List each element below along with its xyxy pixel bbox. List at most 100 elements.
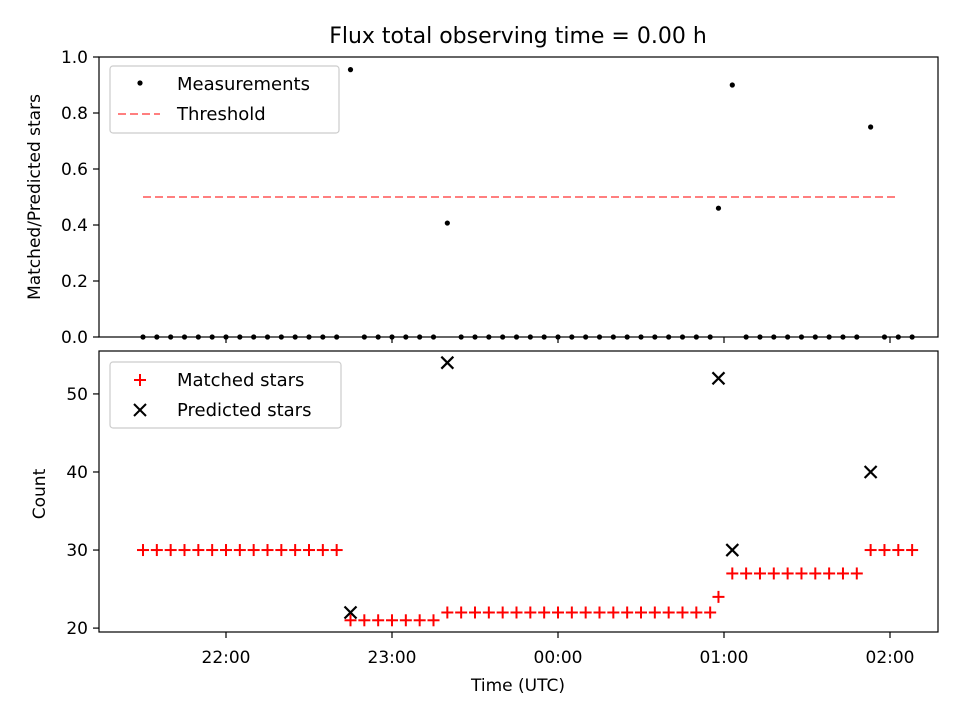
- predicted-stars-point: [725, 543, 740, 557]
- matched-stars-point: [662, 606, 675, 619]
- matched-stars-point: [524, 606, 537, 619]
- matched-stars-point: [740, 567, 753, 580]
- matched-stars-point: [178, 544, 191, 557]
- matched-stars-point: [593, 606, 606, 619]
- y-tick-label: 30: [66, 541, 88, 561]
- matched-stars-point: [906, 544, 919, 557]
- top-axes-frame: [98, 56, 939, 338]
- matched-stars-point: [303, 544, 315, 557]
- matched-stars-point: [150, 544, 163, 557]
- matched-stars-point: [137, 544, 149, 557]
- x-tick-label: 22:00: [202, 648, 251, 668]
- y-tick-label: 0.8: [61, 104, 88, 124]
- matched-stars-point: [878, 544, 891, 557]
- matched-stars-point: [261, 544, 274, 557]
- x-axis-label: Time (UTC): [470, 676, 565, 696]
- matched-stars-point: [496, 606, 509, 619]
- matched-stars-point: [247, 544, 260, 557]
- matched-stars-point: [330, 544, 343, 557]
- matched-stars-point: [233, 544, 246, 557]
- matched-stars-legend-marker: [134, 374, 146, 386]
- matched-stars-point: [220, 544, 232, 557]
- y-tick-label: 20: [66, 619, 88, 639]
- matched-stars-point: [892, 544, 905, 557]
- top-y-ticks: 0.0 0.2 0.4 0.6 0.8 1.0: [61, 48, 99, 348]
- matched-stars-point: [413, 614, 426, 627]
- measurements-legend-marker: [137, 80, 143, 86]
- bottom-legend-box: [109, 361, 342, 429]
- matched-stars-point: [607, 606, 620, 619]
- top-y-axis-label: Matched/Predicted stars: [25, 94, 45, 300]
- matched-stars-point: [823, 567, 836, 580]
- matched-stars-point: [795, 567, 808, 580]
- matched-stars-point: [164, 544, 177, 557]
- bottom-plot-area: [137, 355, 919, 627]
- predicted-stars-point: [440, 355, 455, 370]
- matched-stars-point: [809, 567, 822, 580]
- matched-stars-point: [635, 606, 647, 619]
- matched-stars-point: [455, 606, 468, 619]
- measurement-point: [715, 205, 722, 211]
- matched-stars-point: [621, 606, 634, 619]
- matched-stars-point: [704, 606, 717, 619]
- matched-stars-point: [648, 606, 661, 619]
- predicted-stars-point: [343, 605, 358, 620]
- y-tick-label: 1.0: [61, 48, 88, 68]
- matched-stars-point: [690, 606, 703, 619]
- matched-stars-point: [565, 606, 578, 619]
- matched-stars-point: [864, 544, 877, 557]
- matched-stars-point: [386, 614, 398, 627]
- matched-stars-point: [753, 567, 766, 580]
- matched-stars-point: [399, 614, 412, 627]
- matched-stars-point: [192, 544, 205, 557]
- matched-stars-point: [469, 606, 481, 619]
- threshold-legend-label: Threshold: [176, 104, 266, 125]
- matched-stars-point: [372, 614, 385, 627]
- top-legend: Measurements Threshold: [109, 65, 340, 134]
- matched-stars-point: [358, 614, 371, 627]
- top-legend-box: [109, 65, 340, 134]
- bottom-legend: Matched stars Predicted stars: [109, 361, 342, 429]
- y-tick-label: 0.0: [61, 328, 88, 348]
- matched-stars-point: [538, 606, 551, 619]
- matched-stars-point: [767, 567, 780, 580]
- matched-stars-point: [344, 614, 357, 627]
- matched-stars-point: [726, 567, 739, 580]
- bottom-axes-frame: [98, 350, 939, 633]
- top-axes: Flux total observing time = 0.00 h Match…: [25, 24, 939, 348]
- measurement-point: [347, 67, 354, 73]
- predicted-stars-legend-marker: [133, 403, 147, 417]
- matched-stars-point: [441, 606, 454, 619]
- y-tick-label: 50: [66, 385, 88, 405]
- measurement-point: [868, 124, 874, 130]
- y-tick-label: 40: [66, 463, 88, 483]
- matched-stars-point: [579, 606, 592, 619]
- y-tick-label: 0.6: [61, 160, 88, 180]
- matched-stars-point: [836, 567, 849, 580]
- y-tick-label: 0.4: [61, 216, 88, 236]
- top-x-ticks: [225, 337, 891, 343]
- matched-stars-point: [206, 544, 219, 557]
- predicted-stars-point: [711, 371, 726, 386]
- matched-stars-series: [137, 544, 919, 627]
- matched-stars-point: [510, 606, 523, 619]
- x-tick-label: 01:00: [700, 648, 749, 668]
- x-tick-label: 00:00: [534, 648, 583, 668]
- matched-stars-point: [552, 606, 564, 619]
- predicted-stars-legend-label: Predicted stars: [177, 400, 311, 421]
- matched-stars-point: [482, 606, 495, 619]
- bottom-x-ticks: 22:00 23:00 00:00 01:00 02:00: [202, 632, 915, 668]
- x-tick-label: 02:00: [866, 648, 915, 668]
- matched-stars-point: [316, 544, 329, 557]
- bottom-y-ticks: 20 30 40 50: [66, 385, 99, 639]
- x-tick-label: 23:00: [368, 648, 417, 668]
- measurement-point: [444, 220, 450, 226]
- y-tick-label: 0.2: [61, 272, 88, 292]
- predicted-stars-series: [343, 355, 878, 620]
- matched-stars-point: [676, 606, 689, 619]
- bottom-axes: Count Time (UTC) 20 30 40 50 22:00 23:00 00:0…: [30, 350, 939, 696]
- chart-title: Flux total observing time = 0.00 h: [329, 24, 707, 49]
- matched-stars-point: [289, 544, 302, 557]
- matched-stars-legend-label: Matched stars: [177, 370, 304, 391]
